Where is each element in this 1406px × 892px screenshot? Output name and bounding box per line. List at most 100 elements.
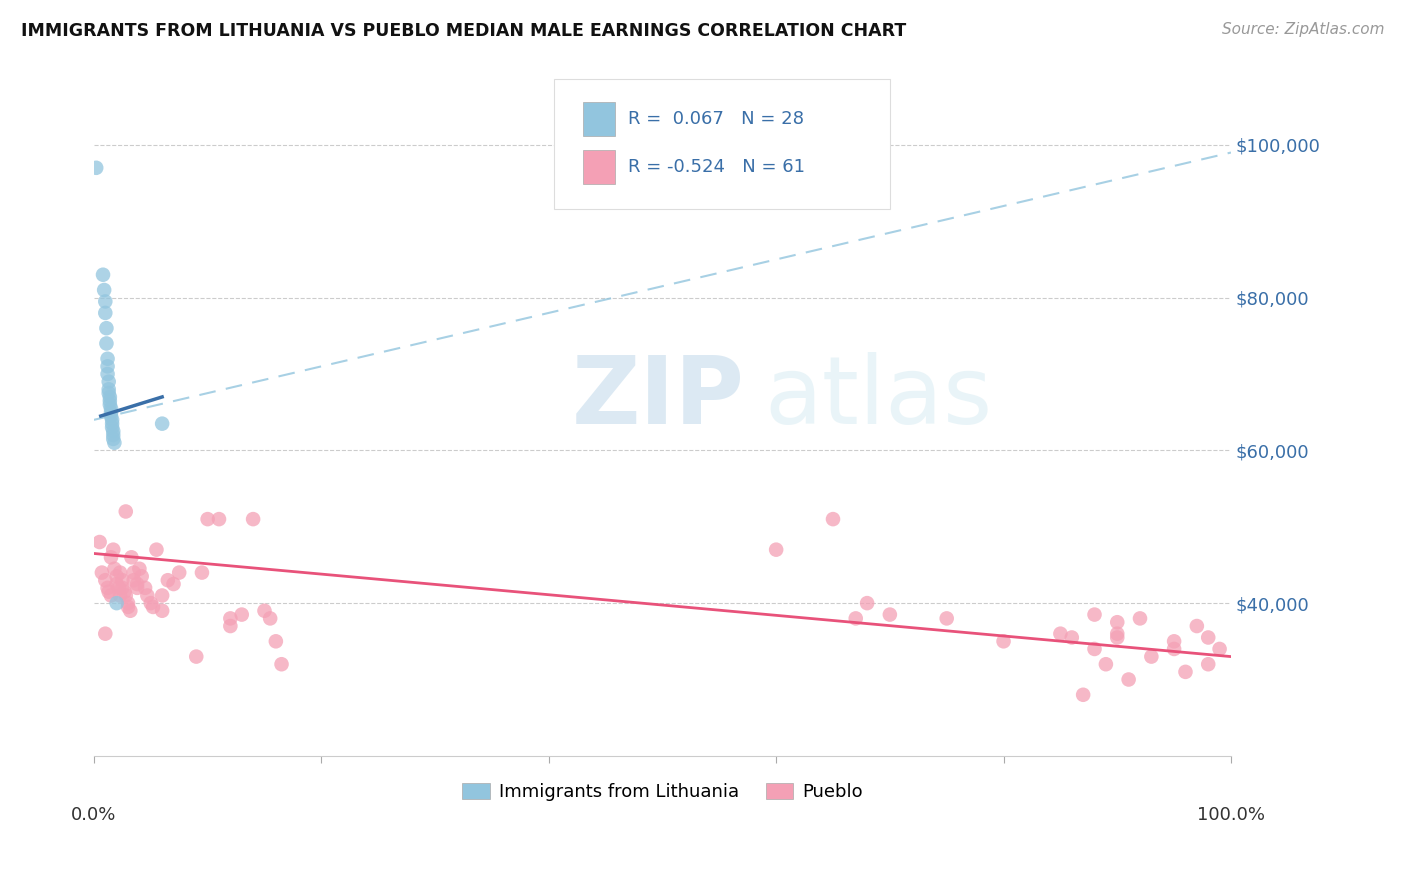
Point <box>90 566 112 580</box>
Point <box>105 577 128 591</box>
Point <box>231 607 253 622</box>
Point <box>122 573 145 587</box>
Point <box>1107 615 1129 630</box>
Point <box>89 535 111 549</box>
Point <box>1049 626 1071 640</box>
Point <box>105 596 128 610</box>
Point <box>197 512 219 526</box>
Point <box>134 581 156 595</box>
Point <box>162 577 184 591</box>
Point <box>114 589 136 603</box>
Point <box>1083 642 1105 657</box>
FancyBboxPatch shape <box>583 102 614 136</box>
Point <box>142 599 165 614</box>
Point <box>1118 673 1140 687</box>
Point <box>208 512 231 526</box>
Point <box>1107 631 1129 645</box>
Point <box>1185 619 1208 633</box>
Point <box>96 336 118 351</box>
Point <box>108 589 131 603</box>
Point <box>84 161 107 175</box>
Point <box>1083 607 1105 622</box>
Text: IMMIGRANTS FROM LITHUANIA VS PUEBLO MEDIAN MALE EARNINGS CORRELATION CHART: IMMIGRANTS FROM LITHUANIA VS PUEBLO MEDI… <box>21 22 907 40</box>
Legend: Immigrants from Lithuania, Pueblo: Immigrants from Lithuania, Pueblo <box>456 776 870 809</box>
Point <box>856 596 879 610</box>
Point <box>1174 665 1197 679</box>
Point <box>94 294 117 309</box>
Point <box>120 550 142 565</box>
Point <box>1140 649 1163 664</box>
Point <box>114 504 136 518</box>
Point <box>136 589 159 603</box>
Point <box>156 573 179 587</box>
Point <box>1060 631 1083 645</box>
Point <box>108 566 131 580</box>
Point <box>1208 642 1230 657</box>
Point <box>94 573 117 587</box>
Point <box>97 382 120 396</box>
Point <box>117 596 139 610</box>
Point <box>191 566 214 580</box>
Point <box>1095 657 1118 672</box>
Text: atlas: atlas <box>765 352 993 444</box>
Text: ZIP: ZIP <box>571 352 744 444</box>
Point <box>97 584 120 599</box>
Point <box>845 611 868 625</box>
Point <box>1197 631 1219 645</box>
Point <box>100 405 122 419</box>
Point <box>97 367 120 381</box>
Point <box>114 584 136 599</box>
Text: R = -0.524   N = 61: R = -0.524 N = 61 <box>628 158 806 176</box>
Point <box>108 581 131 595</box>
Point <box>97 375 120 389</box>
Point <box>100 550 122 565</box>
Point <box>219 611 242 625</box>
Point <box>98 393 121 408</box>
Point <box>935 611 957 625</box>
Point <box>111 573 134 587</box>
Point <box>94 306 117 320</box>
Point <box>150 417 173 431</box>
Point <box>139 596 162 610</box>
Point <box>131 569 153 583</box>
Point <box>1107 626 1129 640</box>
Point <box>122 566 145 580</box>
Point <box>253 604 276 618</box>
Point <box>117 599 139 614</box>
Point <box>242 512 264 526</box>
Point <box>259 611 281 625</box>
Point <box>120 604 142 618</box>
Point <box>111 581 134 595</box>
Point <box>1129 611 1152 625</box>
Point <box>103 562 125 576</box>
Point <box>219 619 242 633</box>
Point <box>101 420 124 434</box>
Point <box>98 398 121 412</box>
Point <box>94 626 117 640</box>
Point <box>100 401 122 416</box>
Point <box>1071 688 1094 702</box>
Point <box>101 417 124 431</box>
Point <box>879 607 901 622</box>
Point <box>101 413 124 427</box>
Point <box>128 562 150 576</box>
Point <box>97 581 120 595</box>
Point <box>103 425 125 439</box>
FancyBboxPatch shape <box>583 150 614 184</box>
Point <box>103 428 125 442</box>
Point <box>97 386 120 401</box>
Point <box>103 432 125 446</box>
Point <box>150 589 173 603</box>
FancyBboxPatch shape <box>554 78 890 210</box>
Point <box>103 542 125 557</box>
Text: R =  0.067   N = 28: R = 0.067 N = 28 <box>628 110 804 128</box>
Text: 0.0%: 0.0% <box>72 805 117 823</box>
Point <box>765 542 787 557</box>
Point <box>270 657 292 672</box>
Point <box>127 581 149 595</box>
Point <box>1163 634 1185 648</box>
Point <box>91 268 114 282</box>
Point <box>105 569 128 583</box>
Point <box>93 283 115 297</box>
Point <box>150 604 173 618</box>
